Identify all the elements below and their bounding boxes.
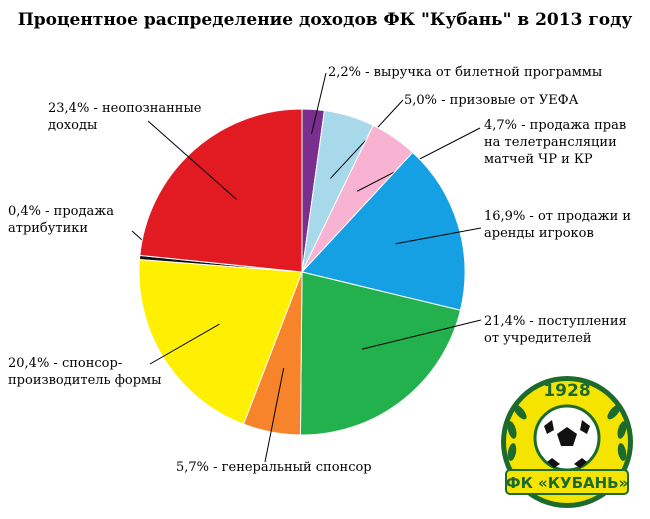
chart-title: Процентное распределение доходов ФК "Куб…	[17, 10, 633, 30]
logo-name: ФК «КУБАНЬ»	[506, 474, 629, 492]
wheat-icon	[507, 404, 627, 461]
leader-line-0	[311, 72, 327, 134]
slice-label-unidentified: 23,4% - неопознанные доходы	[48, 101, 202, 133]
slice-label-uefa: 5,0% - призовые от УЕФА	[404, 93, 579, 108]
slice-label-tickets: 2,2% - выручка от билетной программы	[328, 65, 603, 80]
leader-line-3	[395, 227, 482, 245]
leader-line-6	[149, 323, 220, 365]
slice-label-players: 16,9% - от продажи и аренды игроков	[484, 209, 632, 241]
leader-line-4	[362, 319, 482, 350]
pie-slice-4	[299, 271, 462, 436]
slice-label-general-sponsor: 5,7% - генеральный спонсор	[176, 460, 372, 475]
pie-slice-3	[301, 151, 466, 311]
logo-year: 1928	[543, 381, 590, 401]
leader-line-5	[264, 367, 285, 463]
slice-label-founders: 21,4% - поступления от учредителей	[484, 314, 627, 346]
slice-label-merch: 0,4% - продажа атрибутики	[8, 204, 114, 236]
pie-slice-6	[138, 258, 303, 425]
pie-slice-8	[139, 108, 303, 273]
leader-line-8	[147, 120, 237, 200]
logo-band	[505, 469, 629, 495]
slice-label-tv-rights: 4,7% - продажа прав на телетрансляции ма…	[484, 118, 627, 167]
slice-label-kit-sponsor: 20,4% - спонсор-производитель формы	[8, 356, 162, 388]
club-logo: 1928 ФК «КУБАНЬ»	[501, 376, 633, 508]
